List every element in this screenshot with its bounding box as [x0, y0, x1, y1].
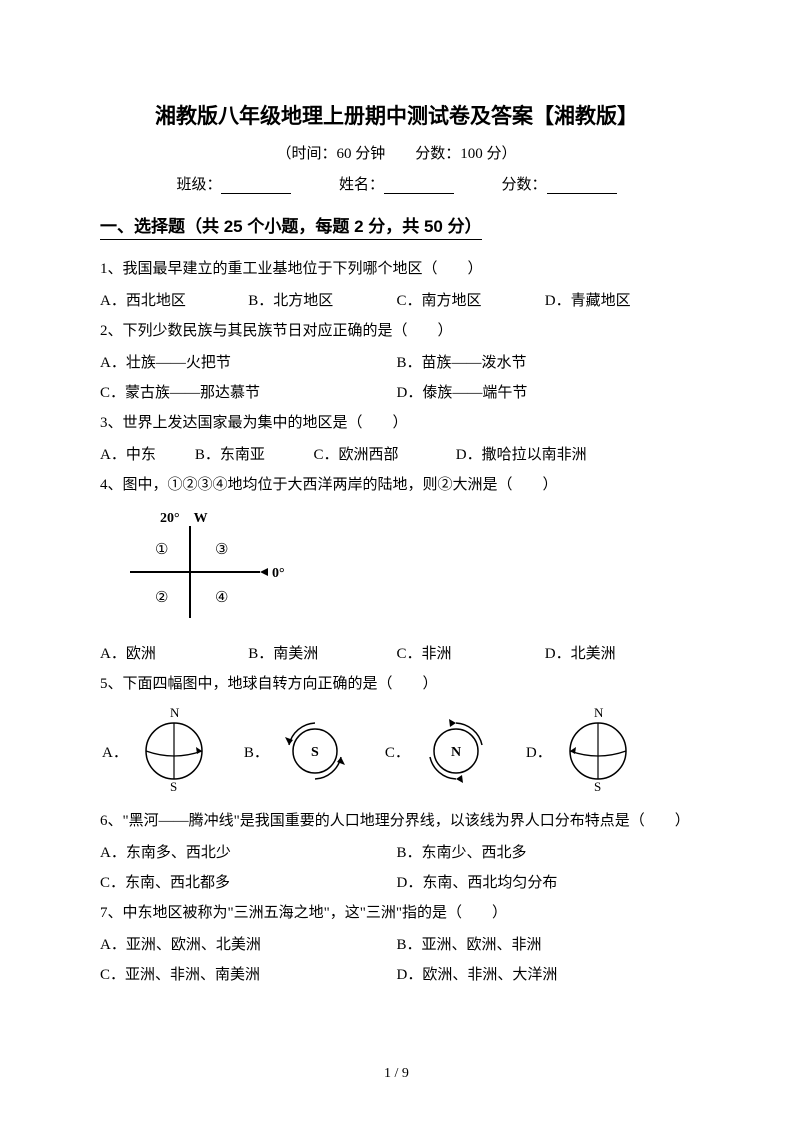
- q5-fig-b: S: [275, 705, 355, 798]
- name-blank[interactable]: [384, 178, 454, 194]
- q1-d: D．青藏地区: [545, 286, 693, 316]
- q6-text: 6、"黑河——腾冲线"是我国重要的人口地理分界线，以该线为界人口分布特点是（ ）: [100, 806, 693, 836]
- q7-options-1: A．亚洲、欧洲、北美洲 B．亚洲、欧洲、非洲: [100, 930, 693, 960]
- svg-text:N: N: [451, 745, 461, 760]
- class-label: 班级：: [176, 177, 221, 193]
- q5-c: C．: [385, 741, 410, 762]
- q3-b: B．东南亚: [195, 440, 314, 470]
- q3-c: C．欧洲西部: [313, 440, 455, 470]
- q4-right-label: 0°: [272, 566, 285, 581]
- q4-top-label: 20° W: [160, 511, 208, 526]
- svg-text:N: N: [170, 705, 180, 720]
- q7-d: D．欧洲、非洲、大洋洲: [397, 960, 694, 990]
- q2-a: A．壮族——火把节: [100, 348, 397, 378]
- page-title: 湘教版八年级地理上册期中测试卷及答案【湘教版】: [100, 100, 693, 130]
- q6-c: C．东南、西北都多: [100, 868, 397, 898]
- svg-text:N: N: [594, 705, 604, 720]
- svg-text:S: S: [311, 745, 319, 760]
- subtitle: （时间：60 分钟 分数：100 分）: [100, 142, 693, 163]
- q6-options-2: C．东南、西北都多 D．东南、西北均匀分布: [100, 868, 693, 898]
- q3-a: A．中东: [100, 440, 195, 470]
- q1-a: A．西北地区: [100, 286, 248, 316]
- q2-options-2: C．蒙古族——那达慕节 D．傣族——端午节: [100, 378, 693, 408]
- q7-a: A．亚洲、欧洲、北美洲: [100, 930, 397, 960]
- q5-d: D．: [526, 741, 552, 762]
- q7-c: C．亚洲、非洲、南美洲: [100, 960, 397, 990]
- info-row: 班级： 姓名： 分数：: [100, 173, 693, 194]
- q7-options-2: C．亚洲、非洲、南美洲 D．欧洲、非洲、大洋洲: [100, 960, 693, 990]
- q1-options: A．西北地区 B．北方地区 C．南方地区 D．青藏地区: [100, 286, 693, 316]
- q4-options: A．欧洲 B．南美洲 C．非洲 D．北美洲: [100, 639, 693, 669]
- q1-c: C．南方地区: [397, 286, 545, 316]
- q4-c3: ③: [215, 542, 228, 558]
- q4-c4: ④: [215, 590, 228, 606]
- q4-c1: ①: [155, 542, 168, 558]
- q4-d: D．北美洲: [545, 639, 693, 669]
- q5-text: 5、下面四幅图中，地球自转方向正确的是（ ）: [100, 669, 693, 699]
- q7-text: 7、中东地区被称为"三洲五海之地"，这"三洲"指的是（ ）: [100, 898, 693, 928]
- q5-fig-d: N S: [558, 705, 638, 798]
- q5-fig-c: N: [416, 705, 496, 798]
- svg-text:S: S: [594, 779, 601, 793]
- score-label: 分数：: [502, 177, 547, 193]
- svg-text:S: S: [170, 779, 177, 793]
- q6-a: A．东南多、西北少: [100, 838, 397, 868]
- score-blank[interactable]: [547, 178, 617, 194]
- class-blank[interactable]: [221, 178, 291, 194]
- q1-b: B．北方地区: [248, 286, 396, 316]
- q7-b: B．亚洲、欧洲、非洲: [397, 930, 694, 960]
- q4-a: A．欧洲: [100, 639, 248, 669]
- q2-d: D．傣族——端午节: [397, 378, 694, 408]
- q3-d: D．撒哈拉以南非洲: [456, 440, 693, 470]
- q5-b: B．: [244, 741, 269, 762]
- q2-b: B．苗族——泼水节: [397, 348, 694, 378]
- q4-diagram: 20° W 0° ① ③ ② ④: [120, 508, 693, 633]
- q6-options-1: A．东南多、西北少 B．东南少、西北多: [100, 838, 693, 868]
- q6-d: D．东南、西北均匀分布: [397, 868, 694, 898]
- q6-b: B．东南少、西北多: [397, 838, 694, 868]
- q2-text: 2、下列少数民族与其民族节日对应正确的是（ ）: [100, 316, 693, 346]
- q4-b: B．南美洲: [248, 639, 396, 669]
- q5-options: A． N S B． S C． N: [100, 705, 693, 798]
- q1-text: 1、我国最早建立的重工业基地位于下列哪个地区（ ）: [100, 254, 693, 284]
- q4-c2: ②: [155, 590, 168, 606]
- section-header: 一、选择题（共 25 个小题，每题 2 分，共 50 分）: [100, 212, 482, 240]
- q2-options-1: A．壮族——火把节 B．苗族——泼水节: [100, 348, 693, 378]
- q3-options: A．中东 B．东南亚 C．欧洲西部 D．撒哈拉以南非洲: [100, 440, 693, 470]
- q3-text: 3、世界上发达国家最为集中的地区是（ ）: [100, 408, 693, 438]
- q2-c: C．蒙古族——那达慕节: [100, 378, 397, 408]
- name-label: 姓名：: [339, 177, 384, 193]
- page-footer: 1 / 9: [0, 1066, 793, 1082]
- q4-text: 4、图中，①②③④地均位于大西洋两岸的陆地，则②大洲是（ ）: [100, 470, 693, 500]
- q5-a: A．: [102, 741, 128, 762]
- q5-fig-a: N S: [134, 705, 214, 798]
- q4-c: C．非洲: [397, 639, 545, 669]
